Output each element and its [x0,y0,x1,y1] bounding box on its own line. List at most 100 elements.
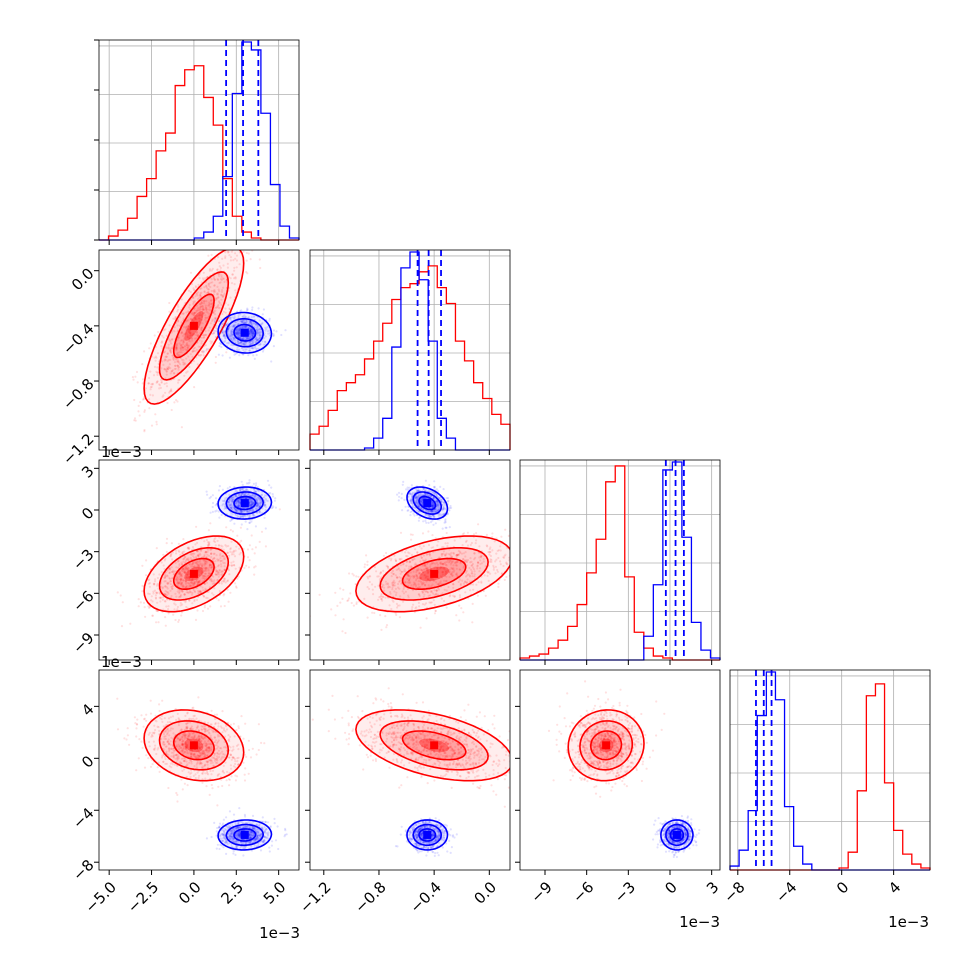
sample-point [250,331,253,334]
sample-point [207,291,210,294]
sample-point [487,579,490,583]
sample-point [234,257,237,260]
sample-point [209,285,212,289]
sample-point [406,509,409,512]
sample-point [420,556,423,559]
sample-point [202,308,205,311]
sample-point [170,351,173,354]
sample-point [194,590,197,594]
sample-point [472,588,475,591]
sample-point [192,588,195,591]
sample-point [232,564,236,567]
sample-point [163,573,166,576]
sample-point [164,328,167,331]
sample-point [192,350,195,353]
sample-point [232,337,235,340]
sample-point [339,587,342,590]
sample-point [156,576,159,580]
sample-point [249,236,251,238]
sample-point [401,590,404,593]
sample-point [167,592,170,595]
sample-point [427,494,430,497]
sample-point [249,328,253,331]
sample-point [199,567,203,571]
sample-point [193,337,197,340]
sample-point [143,606,146,609]
sample-point [176,319,180,322]
sample-point [211,557,214,561]
sample-point [205,551,208,554]
sample-point [417,502,420,506]
scatter-panel-3-2 [310,479,510,635]
sample-point [174,561,177,565]
sample-point [203,595,206,598]
sample-point [248,481,251,484]
sample-point [436,504,439,507]
sample-point [386,565,390,568]
sample-point [182,312,185,316]
sample-point [185,586,188,589]
sample-point [239,337,242,340]
sample-point [476,567,479,570]
sample-point [194,543,197,546]
sample-point [190,581,193,584]
sample-point [423,560,426,563]
sample-point [237,332,240,335]
sample-point [235,508,238,511]
sample-point [256,486,259,489]
sample-point [223,330,226,333]
sample-point [208,308,211,311]
sample-point [238,328,241,331]
sample-point [496,549,499,553]
sample-point [203,582,206,586]
sample-point [406,555,409,558]
sample-point [219,266,222,269]
sample-point [407,575,410,578]
sample-point [442,546,445,549]
y-tick-label: −1.2 [59,430,97,468]
sample-point [433,603,436,606]
sample-point [419,560,422,563]
sample-point [186,370,189,373]
sample-point [181,346,184,349]
sample-point [413,575,416,578]
sample-point [429,563,432,566]
sample-point [189,558,193,561]
sample-point [437,588,440,591]
sample-point [156,380,159,383]
sample-point [431,509,434,512]
sample-point [465,570,468,573]
sample-point [255,497,258,500]
sample-point [200,300,203,304]
sample-point [211,564,214,567]
sample-point [410,565,413,569]
x-tick-label: −8 [720,878,748,906]
sample-point [202,559,206,562]
sample-point [141,564,144,567]
sample-point [163,580,166,583]
sample-point [218,516,221,519]
sample-point [263,340,266,343]
sample-point [163,576,167,580]
sample-point [226,580,229,583]
sample-point [191,578,194,581]
sample-point [398,576,401,579]
sample-point [247,337,250,340]
sample-point [233,506,236,510]
sample-point [223,340,226,344]
sample-point [180,426,183,429]
sample-point [433,492,436,495]
sample-point [217,353,220,356]
sample-point [218,319,221,322]
sample-point [432,577,435,581]
sample-point [441,527,444,530]
sample-point [251,323,254,326]
sample-point [233,277,236,280]
sample-point [210,556,213,559]
sample-point [432,504,435,507]
sample-point [247,337,250,340]
sample-point [223,335,226,338]
sample-point [399,572,402,575]
sample-point [478,556,481,559]
sample-point [208,542,211,546]
